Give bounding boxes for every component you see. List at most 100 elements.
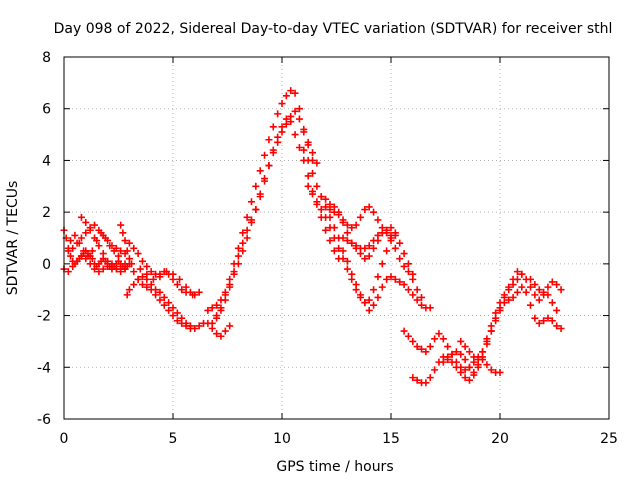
- data-point: [409, 337, 417, 345]
- data-point: [226, 283, 234, 291]
- data-point: [418, 301, 426, 309]
- data-point: [461, 366, 469, 374]
- data-point: [278, 128, 286, 136]
- data-point: [465, 376, 473, 384]
- data-point: [487, 366, 495, 374]
- data-point: [370, 301, 378, 309]
- data-point: [247, 198, 255, 206]
- data-point: [505, 283, 513, 291]
- data-point: [448, 350, 456, 358]
- data-point: [396, 255, 404, 263]
- y-tick-label: -6: [37, 412, 51, 428]
- data-point: [274, 138, 282, 146]
- data-point: [413, 286, 421, 294]
- data-point: [544, 314, 552, 322]
- data-point: [322, 195, 330, 203]
- data-point: [304, 138, 312, 146]
- data-point: [335, 244, 343, 252]
- data-point: [348, 275, 356, 283]
- data-point: [531, 314, 539, 322]
- data-point: [226, 322, 234, 330]
- data-point: [182, 319, 190, 327]
- data-point: [461, 374, 469, 382]
- data-point: [370, 237, 378, 245]
- data-point: [496, 306, 504, 314]
- data-point: [252, 206, 260, 214]
- data-point: [426, 304, 434, 312]
- data-point: [548, 317, 556, 325]
- data-point: [374, 231, 382, 239]
- y-tick-label: 0: [42, 257, 51, 273]
- data-point: [95, 268, 103, 276]
- data-point: [121, 237, 129, 245]
- data-point: [282, 92, 290, 100]
- data-point: [143, 270, 151, 278]
- data-point: [93, 237, 101, 245]
- data-point: [226, 275, 234, 283]
- data-point: [143, 262, 151, 270]
- data-point: [544, 291, 552, 299]
- data-point: [361, 255, 369, 263]
- series-sthl-arc-23: [527, 275, 561, 314]
- data-point: [304, 156, 312, 164]
- data-point: [553, 306, 561, 314]
- data-point: [378, 260, 386, 268]
- data-point: [370, 244, 378, 252]
- data-point: [505, 296, 513, 304]
- data-point: [123, 247, 131, 255]
- data-point: [186, 322, 194, 330]
- data-point: [104, 257, 112, 265]
- data-point: [496, 368, 504, 376]
- data-point: [88, 255, 96, 263]
- data-point: [313, 198, 321, 206]
- data-point: [527, 275, 535, 283]
- data-point: [339, 234, 347, 242]
- data-point: [343, 237, 351, 245]
- data-point: [221, 327, 229, 335]
- data-point: [128, 260, 136, 268]
- data-point: [101, 234, 109, 242]
- data-point: [287, 112, 295, 120]
- data-point: [365, 203, 373, 211]
- data-point: [326, 237, 334, 245]
- data-point: [165, 306, 173, 314]
- data-point: [535, 319, 543, 327]
- data-point: [400, 262, 408, 270]
- data-point: [95, 242, 103, 250]
- series-sthl-arc-5: [67, 229, 122, 260]
- data-point: [387, 224, 395, 232]
- data-point: [479, 348, 487, 356]
- data-point: [461, 343, 469, 351]
- data-point: [173, 281, 181, 289]
- y-tick-label: 2: [42, 205, 51, 221]
- data-point: [125, 255, 133, 263]
- data-point: [387, 273, 395, 281]
- data-point: [409, 291, 417, 299]
- data-point: [339, 255, 347, 263]
- data-point: [217, 306, 225, 314]
- data-point: [540, 317, 548, 325]
- data-point: [67, 252, 75, 260]
- series-sthl-arc-7: [123, 273, 194, 330]
- data-point: [169, 304, 177, 312]
- data-point: [352, 286, 360, 294]
- data-point: [138, 257, 146, 265]
- data-point: [213, 330, 221, 338]
- data-point: [178, 314, 186, 322]
- data-point: [313, 182, 321, 190]
- data-point: [99, 250, 107, 258]
- data-point: [322, 226, 330, 234]
- data-point: [544, 283, 552, 291]
- data-point: [343, 265, 351, 273]
- data-point: [234, 252, 242, 260]
- data-point: [213, 301, 221, 309]
- data-point: [553, 281, 561, 289]
- data-point: [522, 288, 530, 296]
- data-point: [431, 366, 439, 374]
- data-point: [84, 252, 92, 260]
- data-point: [435, 330, 443, 338]
- data-point: [422, 348, 430, 356]
- series-sthl-arc-10: [204, 115, 343, 314]
- y-tick-label: 4: [42, 153, 51, 169]
- data-point: [413, 296, 421, 304]
